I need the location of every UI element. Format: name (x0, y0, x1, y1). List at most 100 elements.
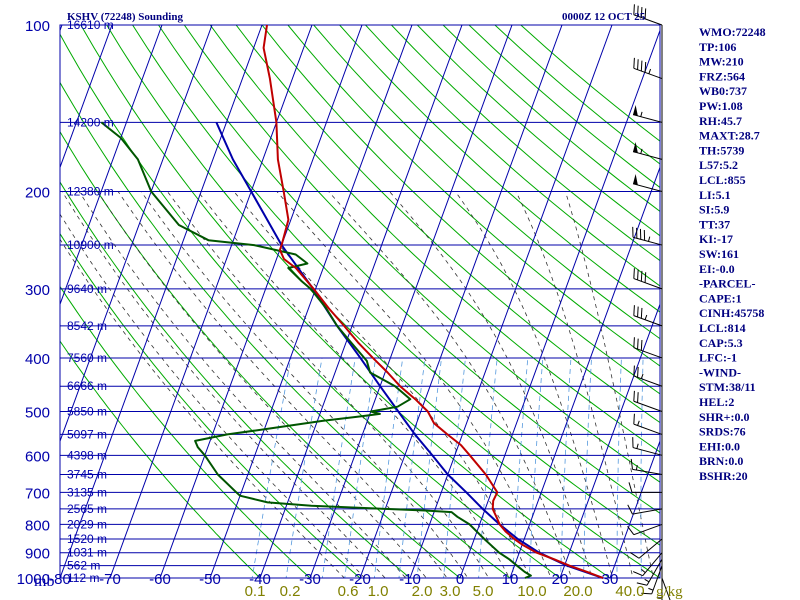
dry-adiabat-line (60, 285, 311, 578)
wind-barb-flag (633, 390, 635, 402)
mixing-ratio-line (416, 357, 442, 578)
index-value: SW:161 (699, 247, 739, 261)
temperature-tick-label: -70 (99, 571, 121, 588)
mixing-ratio-line (398, 357, 426, 578)
wind-barb (632, 552, 663, 577)
wind-barb (661, 577, 671, 600)
height-label: 1520 m (67, 532, 107, 546)
height-label: 9640 m (67, 282, 107, 296)
height-label: 8542 m (67, 319, 107, 333)
mixing-ratio-label: 20.0 (563, 583, 592, 600)
wind-barb-flag (637, 306, 639, 318)
pressure-tick-label: 500 (25, 405, 50, 422)
moist-adiabat-line (233, 191, 531, 578)
index-value: EI:-0.0 (699, 262, 735, 276)
wind-barb (633, 4, 663, 26)
pressure-tick-label: 200 (25, 184, 50, 201)
wind-barb-flag (640, 270, 643, 282)
pressure-tick-label: 1000 (17, 571, 50, 588)
temperature-tick-label: -20 (349, 571, 371, 588)
isotherm-line (60, 25, 163, 306)
temperature-tick-label: -60 (149, 571, 171, 588)
wind-barb (632, 104, 663, 123)
index-value: MAXT:28.7 (699, 129, 760, 143)
index-value: TH:5739 (699, 143, 744, 157)
mixing-ratio-unit-label: g/kg (656, 584, 683, 600)
index-value: TT:37 (699, 217, 730, 231)
isotherm-line (60, 25, 113, 169)
wind-barb-flag (630, 458, 633, 470)
height-label: 1031 m (67, 546, 107, 560)
wind-barb-flag (641, 592, 652, 595)
pressure-tick-label: 400 (25, 351, 50, 368)
index-value: -WIND- (699, 365, 741, 379)
wind-barb-flag (637, 366, 639, 378)
index-value: EHI:0.0 (699, 439, 740, 453)
wind-barb-half-flag (648, 587, 654, 591)
wind-barb-shaft (633, 315, 663, 327)
moist-adiabat-line (140, 191, 469, 578)
wind-barb-shaft (661, 577, 671, 600)
index-value: BSHR:20 (699, 469, 748, 483)
height-label: 12380 m (67, 184, 114, 198)
wind-barb-pennant (633, 141, 638, 153)
index-value: -PARCEL- (699, 277, 755, 291)
wind-barb-half-flag (640, 111, 643, 117)
index-value: STM:38/11 (699, 380, 756, 394)
wind-barb-shaft (633, 67, 663, 80)
wind-barb-flag (633, 57, 635, 69)
isotherm-line (0, 25, 12, 578)
index-value: TP:106 (699, 40, 736, 54)
isotherm-line (60, 25, 263, 578)
wind-barb (632, 437, 663, 456)
wind-barb-flag (633, 337, 635, 348)
temperature-tick-label: 0 (456, 571, 464, 588)
temperature-tick-label: -40 (249, 571, 271, 588)
temperature-tick-label: 20 (552, 571, 569, 588)
sounding-profiles (100, 24, 604, 579)
mixing-ratio-line (251, 357, 292, 578)
wind-barb-half-flag (640, 148, 643, 154)
wind-barb (633, 57, 663, 80)
wind-barb-half-flag (636, 443, 639, 449)
isotherm-line (109, 25, 313, 578)
mixing-ratio-line (285, 357, 323, 578)
height-label: 562 m (67, 559, 100, 573)
time-label: 0000Z 12 OCT 25 (562, 11, 646, 23)
moist-adiabat-line (328, 191, 573, 578)
wind-barb-flag (637, 269, 639, 280)
wind-barb-half-flag (641, 569, 646, 573)
moist-adiabat-line (97, 191, 427, 578)
isotherm-line (509, 165, 660, 578)
moist-adiabat-line (78, 191, 407, 578)
wind-barb-flag (637, 392, 639, 403)
dry-adiabat-line (60, 340, 261, 578)
index-value: SI:5.9 (699, 203, 729, 217)
mixing-ratio-label: 3.0 (440, 583, 461, 600)
isotherm-line (209, 25, 413, 578)
pressure-tick-label: 700 (25, 485, 50, 502)
index-value: MW:210 (699, 55, 744, 69)
wind-barb-shaft (632, 468, 663, 476)
index-value: SHR+:0.0 (699, 410, 750, 424)
wind-barb-half-flag (647, 236, 651, 242)
height-label: 16610 m (67, 18, 114, 32)
mixing-ratio-line (443, 357, 466, 578)
moist-adiabat-line (389, 191, 593, 578)
wind-barb-flag (644, 8, 647, 19)
dry-adiabat-line (339, 25, 660, 313)
mixing-ratio-label: 0.2 (280, 583, 301, 600)
wind-barb-flag (640, 307, 643, 319)
dry-adiabat-line (365, 25, 660, 287)
index-value: CINH:45758 (699, 306, 764, 320)
moist-adiabat-line (60, 238, 345, 578)
index-value: FRZ:564 (699, 69, 745, 83)
dry-adiabats (60, 25, 660, 578)
moist-adiabats (60, 191, 654, 578)
wind-barb-shaft (651, 565, 663, 595)
index-value: WMO:72248 (699, 25, 766, 39)
moist-adiabat-line (454, 191, 614, 578)
wind-barb-shaft (632, 236, 663, 246)
dry-adiabat-line (60, 81, 511, 578)
wind-barb (633, 268, 663, 290)
